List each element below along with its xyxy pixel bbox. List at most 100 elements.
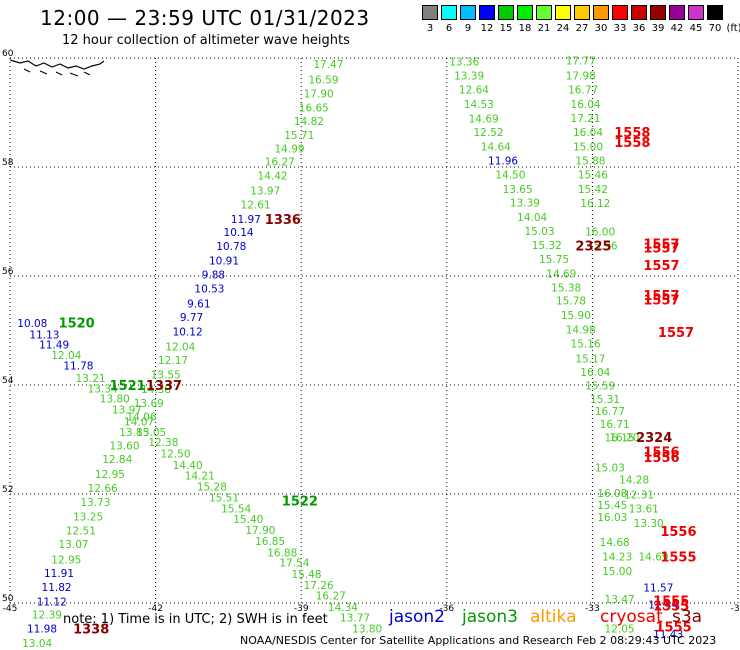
wave-height-value: 15.38 bbox=[551, 282, 581, 294]
wave-height-value: 12.64 bbox=[459, 85, 489, 97]
orbit-marker: 1555 bbox=[655, 620, 691, 635]
wave-height-value: 14.98 bbox=[566, 324, 596, 336]
wave-height-value: 13.47 bbox=[605, 594, 635, 606]
legend-altika: altika bbox=[530, 607, 577, 627]
lat-lon-grid bbox=[9, 57, 739, 604]
wave-height-value: 12.66 bbox=[88, 483, 118, 495]
wave-height-value: 13.85 bbox=[119, 427, 149, 439]
wave-height-value: 13.69 bbox=[134, 398, 164, 410]
wave-height-value: 12.44 bbox=[648, 600, 678, 612]
orbit-marker: 1557 bbox=[643, 259, 679, 274]
orbit-marker: 1556 bbox=[643, 445, 679, 460]
legend-cryosat: cryosat bbox=[600, 607, 663, 627]
wave-height-value: 11.13 bbox=[29, 329, 59, 341]
wave-height-value: 15.59 bbox=[585, 381, 615, 393]
wave-height-value: 14.68 bbox=[600, 537, 630, 549]
wave-height-value: 15.54 bbox=[221, 504, 251, 516]
scale-swatch bbox=[536, 5, 552, 20]
wave-height-value: 17.26 bbox=[304, 580, 334, 592]
wave-height-value: 16.20 bbox=[609, 432, 639, 444]
scale-swatch bbox=[612, 5, 628, 20]
scale-swatch bbox=[422, 5, 438, 20]
lon-tick-label: -36 bbox=[439, 604, 454, 614]
wave-height-value: 10.14 bbox=[224, 227, 254, 239]
wave-height-value: 14.69 bbox=[469, 113, 499, 125]
wave-height-value: 13.21 bbox=[76, 373, 106, 385]
wave-height-value: 13.61 bbox=[629, 504, 659, 516]
wave-height-value: 15.45 bbox=[597, 500, 627, 512]
wave-height-value: 11.97 bbox=[231, 214, 261, 226]
wave-height-value: 15.28 bbox=[197, 481, 227, 493]
lon-tick-label: -30 bbox=[731, 604, 740, 614]
wave-height-value: 14.50 bbox=[495, 170, 525, 182]
legend-jason2: jason2 bbox=[389, 607, 445, 627]
wave-height-value: 17.90 bbox=[245, 525, 275, 537]
scale-swatch bbox=[650, 5, 666, 20]
wave-height-value: 14.28 bbox=[619, 474, 649, 486]
wave-height-value: 14.07 bbox=[124, 417, 154, 429]
orbit-marker: 1555 bbox=[653, 594, 689, 609]
wave-height-value: 9.61 bbox=[187, 298, 210, 310]
scale-label: 36 bbox=[632, 23, 646, 34]
wave-height-value: 12.05 bbox=[605, 624, 635, 636]
wave-height-value: 14.64 bbox=[481, 141, 511, 153]
wave-height-value: 10.08 bbox=[17, 318, 47, 330]
scale-swatch bbox=[498, 5, 514, 20]
legend-s3a: s3a bbox=[672, 607, 703, 627]
wave-height-value: 12.95 bbox=[95, 469, 125, 481]
lat-tick-label: 60 bbox=[2, 49, 14, 59]
wave-height-value: 15.42 bbox=[578, 184, 608, 196]
wave-height-value: 15.40 bbox=[233, 514, 263, 526]
wave-height-value: 10.78 bbox=[216, 241, 246, 253]
orbit-marker: 2325 bbox=[575, 239, 611, 254]
wave-height-value: 16.00 bbox=[585, 226, 615, 238]
orbit-marker: 1557 bbox=[658, 326, 694, 341]
wave-height-value: 13.55 bbox=[151, 370, 181, 382]
wave-height-value: 16.88 bbox=[267, 547, 297, 559]
wave-height-value: 11.12 bbox=[37, 596, 67, 608]
wave-height-value: 14.82 bbox=[294, 116, 324, 128]
orbit-time-markers: 1336152015211337152213381339232523241558… bbox=[59, 126, 697, 650]
wave-height-value: 12.17 bbox=[158, 355, 188, 367]
scale-swatch bbox=[517, 5, 533, 20]
lat-tick-label: 54 bbox=[2, 376, 14, 386]
wave-height-value: 13.60 bbox=[109, 440, 139, 452]
lat-tick-label: 58 bbox=[2, 158, 14, 168]
lon-tick-label: -42 bbox=[148, 604, 163, 614]
orbit-marker: 1556 bbox=[660, 525, 696, 540]
lat-tick-label: 56 bbox=[2, 267, 14, 277]
wave-height-value: 14.06 bbox=[126, 412, 156, 424]
scale-label: 3 bbox=[426, 23, 434, 34]
lat-tick-label: 50 bbox=[2, 594, 14, 604]
lon-tick-label: -45 bbox=[3, 604, 18, 614]
scale-swatch bbox=[593, 5, 609, 20]
wave-height-value: 15.96 bbox=[588, 240, 618, 252]
wave-height-value: 16.71 bbox=[600, 419, 630, 431]
wave-height-value: 15.03 bbox=[595, 462, 625, 474]
orbit-marker: 1338 bbox=[73, 623, 109, 638]
orbit-marker: 1520 bbox=[59, 316, 95, 331]
scale-label: 33 bbox=[613, 23, 627, 34]
lat-tick-label: 52 bbox=[2, 485, 13, 495]
wave-height-value: 12.38 bbox=[148, 437, 178, 449]
scale-swatch bbox=[688, 5, 704, 20]
wave-height-value: 17.21 bbox=[571, 113, 601, 125]
wave-height-value: 13.05 bbox=[136, 427, 166, 439]
wave-height-value: 13.39 bbox=[454, 70, 484, 82]
scale-label: 18 bbox=[518, 23, 532, 34]
wave-height-value: 14.23 bbox=[602, 552, 632, 564]
wave-height-value: 16.12 bbox=[580, 198, 610, 210]
wave-height-value: 13.65 bbox=[503, 184, 533, 196]
wave-height-value: 11.57 bbox=[643, 583, 673, 595]
scale-label: (ft) bbox=[726, 23, 740, 34]
map-subtitle: 12 hour collection of altimeter wave hei… bbox=[62, 33, 350, 48]
wave-height-value: 15.51 bbox=[209, 492, 239, 504]
wave-height-value: 16.77 bbox=[595, 406, 625, 418]
orbit-marker: 1557 bbox=[643, 289, 679, 304]
wave-height-value: 9.77 bbox=[180, 312, 203, 324]
wave-height-value: 17.90 bbox=[304, 88, 334, 100]
greenland-coastline bbox=[9, 59, 105, 77]
scale-swatch bbox=[555, 5, 571, 20]
wave-height-value: 13.36 bbox=[449, 56, 479, 68]
wave-height-value: 11.82 bbox=[42, 582, 72, 594]
